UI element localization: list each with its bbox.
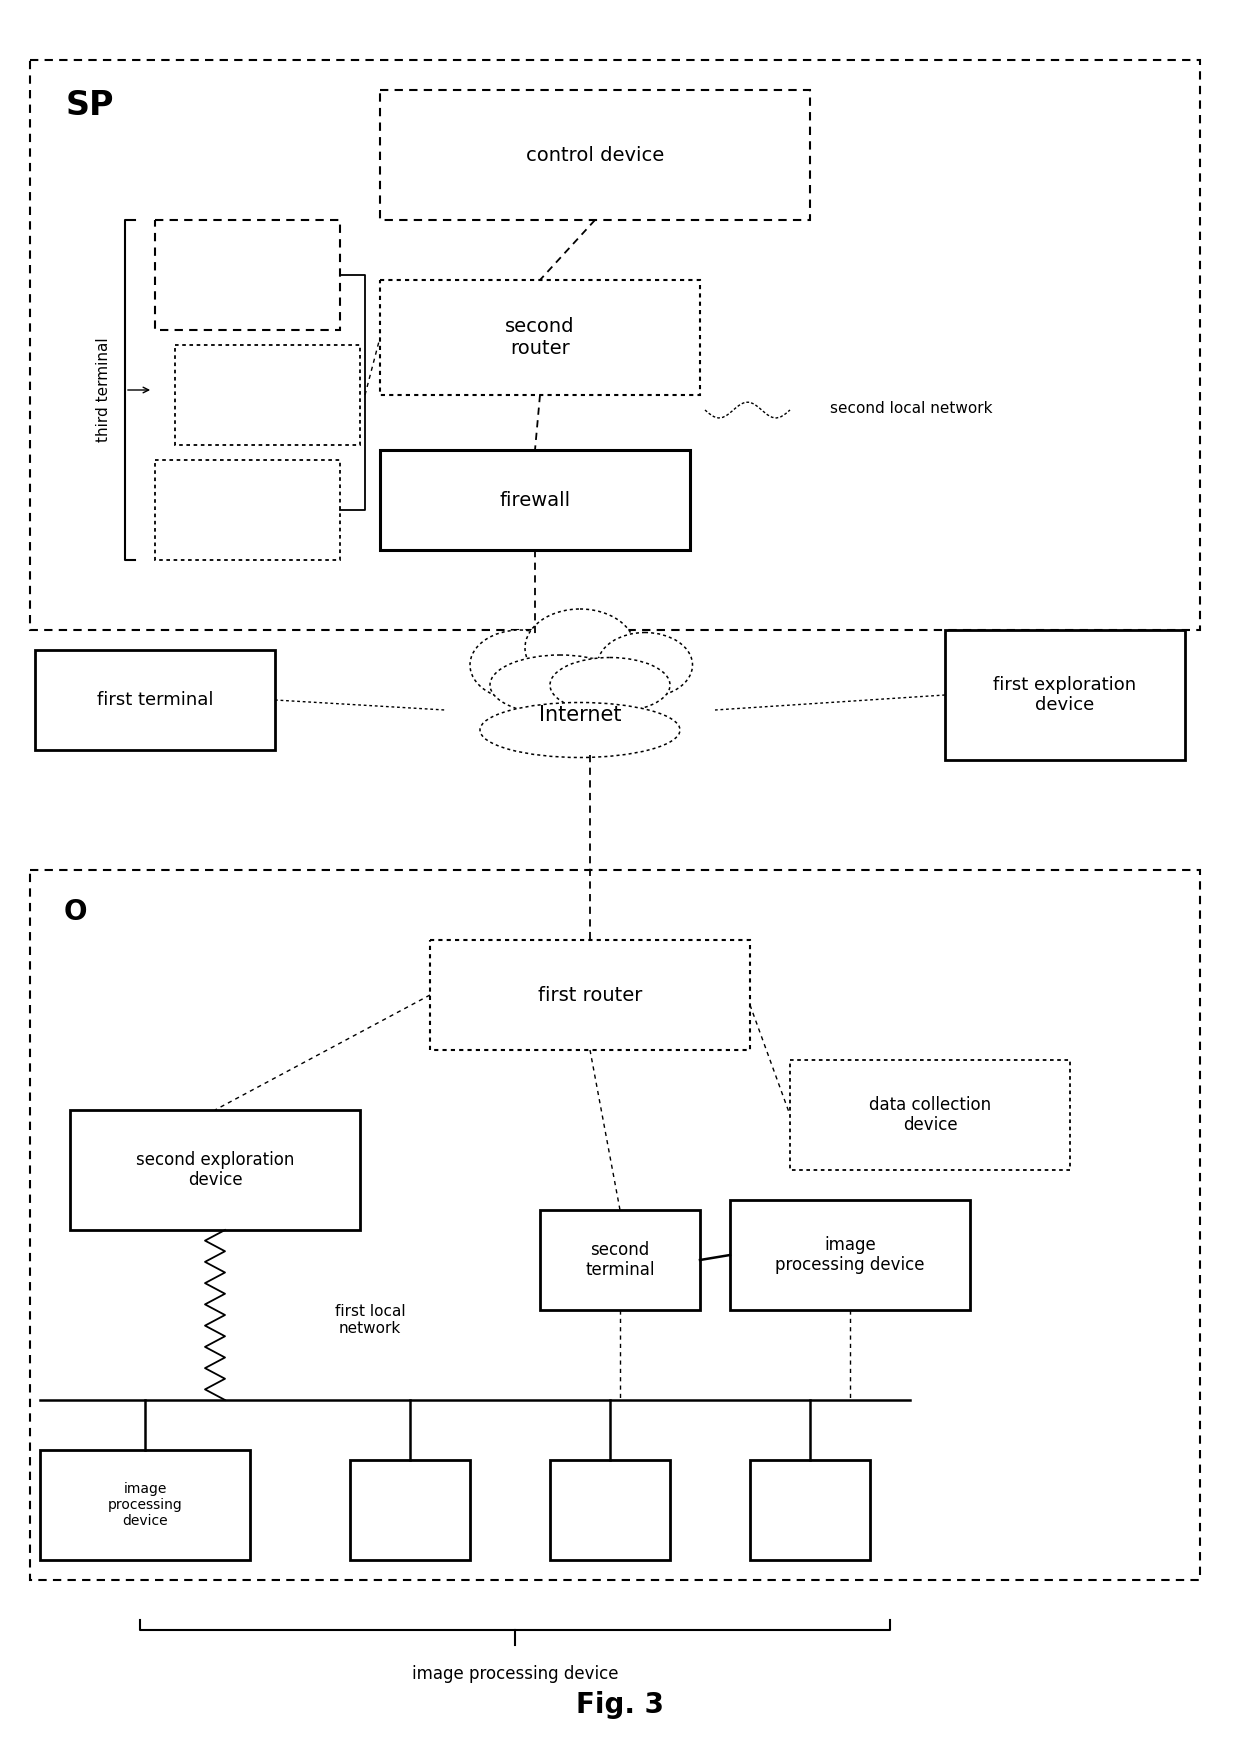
Text: first exploration
device: first exploration device <box>993 676 1137 714</box>
Text: third terminal: third terminal <box>95 337 110 442</box>
Bar <box>155 460 340 560</box>
Text: second local network: second local network <box>830 400 992 416</box>
Bar <box>155 219 340 330</box>
Ellipse shape <box>490 655 630 714</box>
Bar <box>730 1200 970 1309</box>
Text: first local
network: first local network <box>335 1304 405 1336</box>
Bar <box>379 281 701 395</box>
Text: second
terminal: second terminal <box>585 1241 655 1279</box>
Text: Fig. 3: Fig. 3 <box>577 1692 663 1718</box>
Ellipse shape <box>525 609 635 686</box>
Bar <box>35 649 275 749</box>
Text: image processing device: image processing device <box>412 1665 619 1683</box>
Bar <box>350 1460 470 1560</box>
Text: Internet: Internet <box>538 706 621 725</box>
Ellipse shape <box>480 702 680 758</box>
Text: second
router: second router <box>505 318 575 358</box>
Ellipse shape <box>470 630 570 700</box>
Bar <box>30 870 1200 1580</box>
Text: control device: control device <box>526 146 665 165</box>
Bar <box>945 630 1185 760</box>
Text: O: O <box>63 899 87 927</box>
Bar <box>175 346 360 446</box>
Text: first router: first router <box>538 986 642 1004</box>
Text: image
processing device: image processing device <box>775 1236 925 1274</box>
Bar <box>30 60 1200 630</box>
Text: image
processing
device: image processing device <box>108 1481 182 1529</box>
Bar <box>750 1460 870 1560</box>
Bar <box>430 941 750 1049</box>
Bar <box>69 1109 360 1230</box>
Bar <box>379 90 810 219</box>
Bar <box>790 1060 1070 1171</box>
Text: firewall: firewall <box>500 490 570 509</box>
Bar <box>40 1450 250 1560</box>
Text: second exploration
device: second exploration device <box>136 1151 294 1190</box>
Ellipse shape <box>551 658 670 713</box>
Bar <box>539 1209 701 1309</box>
Text: SP: SP <box>66 88 114 121</box>
Bar <box>379 449 689 549</box>
Ellipse shape <box>598 632 692 697</box>
Text: data collection
device: data collection device <box>869 1095 991 1134</box>
Text: first terminal: first terminal <box>97 691 213 709</box>
Bar <box>551 1460 670 1560</box>
